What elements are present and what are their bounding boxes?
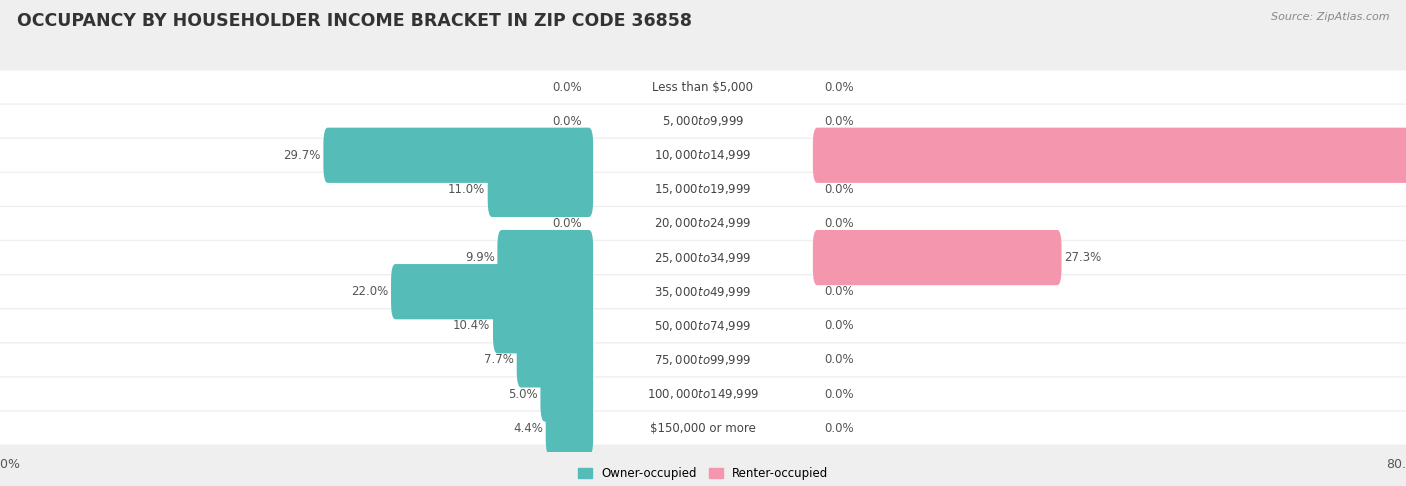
Text: $100,000 to $149,999: $100,000 to $149,999 [647, 387, 759, 401]
Text: $15,000 to $19,999: $15,000 to $19,999 [654, 182, 752, 196]
Text: 0.0%: 0.0% [824, 81, 853, 93]
Text: $150,000 or more: $150,000 or more [650, 422, 756, 434]
Text: $50,000 to $74,999: $50,000 to $74,999 [654, 319, 752, 333]
FancyBboxPatch shape [0, 310, 1406, 342]
Text: 0.0%: 0.0% [553, 115, 582, 128]
FancyBboxPatch shape [0, 412, 1406, 445]
FancyBboxPatch shape [546, 400, 593, 456]
FancyBboxPatch shape [488, 162, 593, 217]
FancyBboxPatch shape [0, 344, 1406, 376]
Legend: Owner-occupied, Renter-occupied: Owner-occupied, Renter-occupied [572, 463, 834, 485]
Text: 0.0%: 0.0% [824, 353, 853, 366]
FancyBboxPatch shape [494, 298, 593, 353]
FancyBboxPatch shape [0, 275, 1406, 308]
FancyBboxPatch shape [813, 230, 1062, 285]
Text: 0.0%: 0.0% [824, 115, 853, 128]
FancyBboxPatch shape [0, 207, 1406, 240]
Text: 10.4%: 10.4% [453, 319, 491, 332]
Text: Source: ZipAtlas.com: Source: ZipAtlas.com [1271, 12, 1389, 22]
Text: 4.4%: 4.4% [513, 422, 543, 434]
Text: $20,000 to $24,999: $20,000 to $24,999 [654, 216, 752, 230]
FancyBboxPatch shape [323, 128, 593, 183]
FancyBboxPatch shape [517, 332, 593, 387]
Text: 11.0%: 11.0% [449, 183, 485, 196]
Text: 9.9%: 9.9% [465, 251, 495, 264]
FancyBboxPatch shape [0, 241, 1406, 274]
Text: $75,000 to $99,999: $75,000 to $99,999 [654, 353, 752, 367]
FancyBboxPatch shape [813, 128, 1406, 183]
Text: $35,000 to $49,999: $35,000 to $49,999 [654, 285, 752, 299]
Text: 0.0%: 0.0% [553, 217, 582, 230]
Text: 5.0%: 5.0% [508, 387, 537, 400]
Text: $25,000 to $34,999: $25,000 to $34,999 [654, 251, 752, 264]
Text: 0.0%: 0.0% [824, 387, 853, 400]
Text: 29.7%: 29.7% [284, 149, 321, 162]
FancyBboxPatch shape [540, 366, 593, 422]
FancyBboxPatch shape [0, 378, 1406, 410]
Text: Less than $5,000: Less than $5,000 [652, 81, 754, 93]
Text: OCCUPANCY BY HOUSEHOLDER INCOME BRACKET IN ZIP CODE 36858: OCCUPANCY BY HOUSEHOLDER INCOME BRACKET … [17, 12, 692, 30]
FancyBboxPatch shape [0, 139, 1406, 172]
Text: 0.0%: 0.0% [824, 319, 853, 332]
Text: 0.0%: 0.0% [824, 217, 853, 230]
Text: $10,000 to $14,999: $10,000 to $14,999 [654, 148, 752, 162]
Text: 22.0%: 22.0% [352, 285, 388, 298]
FancyBboxPatch shape [0, 105, 1406, 138]
Text: 7.7%: 7.7% [484, 353, 515, 366]
Text: $5,000 to $9,999: $5,000 to $9,999 [662, 114, 744, 128]
FancyBboxPatch shape [391, 264, 593, 319]
Text: 0.0%: 0.0% [824, 422, 853, 434]
Text: 27.3%: 27.3% [1064, 251, 1101, 264]
FancyBboxPatch shape [0, 173, 1406, 206]
Text: 0.0%: 0.0% [824, 285, 853, 298]
Text: 0.0%: 0.0% [553, 81, 582, 93]
FancyBboxPatch shape [498, 230, 593, 285]
Text: 0.0%: 0.0% [824, 183, 853, 196]
FancyBboxPatch shape [0, 70, 1406, 104]
